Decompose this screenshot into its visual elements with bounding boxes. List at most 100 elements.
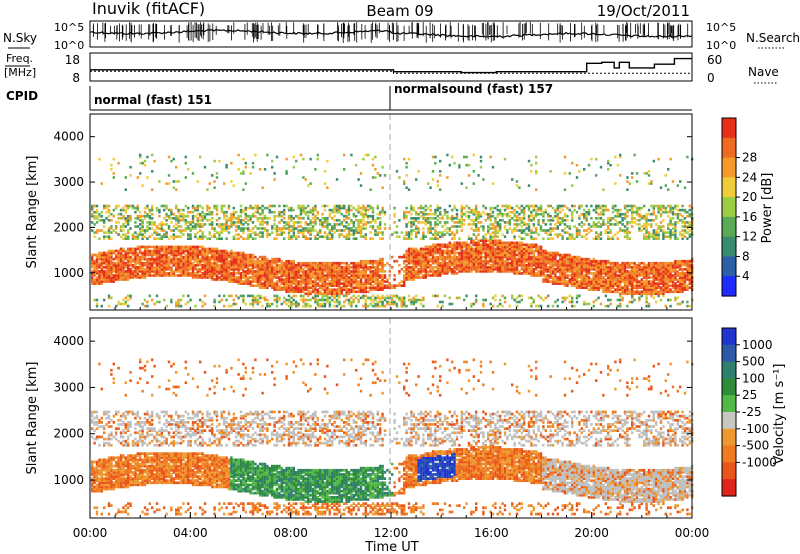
power-cell [350,270,353,273]
power-cell [491,182,495,185]
power-cell [350,300,353,304]
power-cell [316,263,319,267]
power-cell [436,180,439,183]
power-cell [436,245,439,249]
power-cell [136,206,139,210]
power-cell [362,208,365,212]
power-cell [223,249,226,253]
power-cell [220,251,223,255]
power-cell [91,212,94,216]
power-cell [302,288,305,291]
power-cell [362,294,365,298]
power-cell [273,217,276,220]
power-cell [532,298,535,302]
power-cell [199,249,202,253]
power-cell [489,219,492,222]
power-cell [319,231,322,234]
power-cell [201,217,204,220]
power-cell [127,272,130,275]
power-cell [172,261,175,265]
power-cell [355,263,358,267]
power-cell [304,221,307,224]
power-cell [367,214,370,218]
power-cell [539,261,543,265]
power-cell [309,229,312,232]
power-cell [215,253,219,257]
power-cell [343,270,346,273]
power-cell [477,243,480,247]
power-cell [117,263,120,267]
power-cell [319,219,322,222]
power-cell [415,178,418,181]
power-cell [499,255,502,259]
power-cell [134,237,137,240]
power-cell [398,298,401,302]
power-cell [271,225,274,228]
power-cell [381,304,384,308]
power-cell [163,263,166,267]
power-cell [309,278,312,281]
power-cell [331,237,334,240]
power-cell [369,288,372,291]
power-cell [307,237,310,240]
power-cell [93,268,96,271]
power-cell [199,263,202,267]
power-cell [244,259,247,263]
power-cell [244,221,247,224]
power-cell [364,259,367,263]
power-cell [496,223,499,226]
power-cell [256,282,259,285]
power-cell [285,278,288,281]
power-cell [359,219,363,222]
power-cell [501,251,504,255]
power-cell [131,249,135,253]
power-cell [554,261,557,265]
power-cell [419,257,423,261]
power-cell [287,284,291,287]
power-cell [299,280,303,283]
power-cell [371,219,375,222]
power-cell [340,288,343,291]
power-cell [249,172,252,175]
power-cell [273,276,276,279]
power-cell [345,225,348,228]
power-cell [131,274,135,277]
power-cell [115,221,118,224]
power-cell [491,241,495,245]
power-cell [100,282,103,285]
power-cell [530,266,533,269]
power-cell [489,247,492,251]
power-cell [482,225,485,228]
power-cell [410,270,413,273]
power-cell [259,272,262,275]
power-cell [398,272,401,275]
power-cell [340,290,343,294]
power-cell [436,233,439,236]
power-cell [460,259,463,263]
power-cell [91,280,94,283]
power-cell [302,278,305,281]
power-cell [484,298,487,302]
power-cell [115,231,118,234]
power-cell [261,208,264,212]
power-cell [117,272,120,275]
power-cell [175,188,178,191]
power-cell [551,282,555,285]
power-cell [417,270,420,273]
power-cell [242,263,245,267]
power-cell [424,245,427,249]
power-cell [153,231,156,234]
power-cell [518,257,521,261]
power-cell [326,217,329,220]
power-cell [417,263,420,267]
power-cell [535,155,538,159]
power-cell [316,294,319,298]
power-cell [491,270,495,273]
power-cell [93,266,96,269]
power-cell [369,274,372,277]
power-cell [314,208,317,212]
power-cell [338,294,341,298]
power-cell [513,251,516,255]
power-cell [340,221,343,224]
power-cell [503,300,507,304]
